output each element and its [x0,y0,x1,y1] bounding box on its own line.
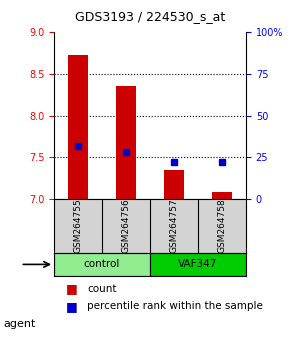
Text: ■: ■ [66,282,78,295]
Text: ■: ■ [66,300,78,313]
Bar [116,86,136,199]
Text: VAF347: VAF347 [178,259,218,269]
Text: GSM264757: GSM264757 [169,199,178,253]
Bar [212,193,232,199]
Text: GDS3193 / 224530_s_at: GDS3193 / 224530_s_at [75,10,225,23]
Text: percentile rank within the sample: percentile rank within the sample [87,301,263,311]
Text: GSM264758: GSM264758 [218,199,226,253]
Bar [164,170,184,199]
Text: agent: agent [3,319,35,329]
FancyBboxPatch shape [54,253,150,276]
Text: GSM264756: GSM264756 [122,199,130,253]
FancyBboxPatch shape [150,253,246,276]
Bar [68,55,88,199]
Text: count: count [87,284,116,293]
Text: GSM264755: GSM264755 [74,199,82,253]
Text: control: control [84,259,120,269]
